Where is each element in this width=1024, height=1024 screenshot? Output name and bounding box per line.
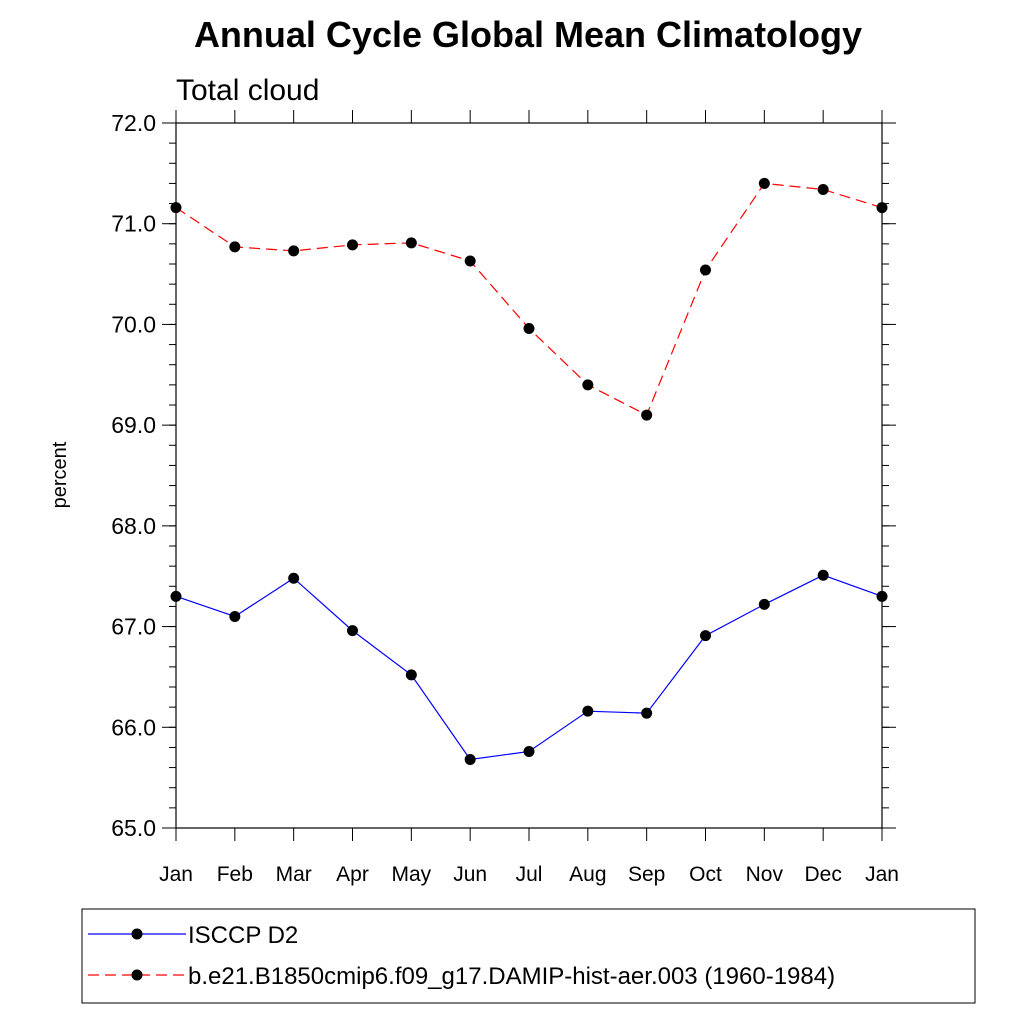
legend-label-1: ISCCP D2 [188, 922, 298, 949]
chart-title: Annual Cycle Global Mean Climatology [194, 14, 862, 55]
y-tick-label: 68.0 [111, 513, 156, 539]
data-point [700, 264, 711, 276]
data-point [641, 409, 653, 421]
plot-frame [175, 122, 883, 829]
x-tick-label: Sep [628, 863, 665, 886]
data-point [229, 611, 241, 622]
y-tick-label: 65.0 [111, 815, 156, 841]
data-point [405, 669, 417, 681]
data-point [288, 572, 300, 584]
series-line [175, 182, 883, 416]
data-point [229, 241, 241, 253]
series-line [175, 574, 883, 761]
legend: ISCCP D2 b.e21.B1850cmip6.f09_g17.DAMIP-h… [88, 922, 835, 990]
data-point [582, 705, 594, 717]
data-point [347, 625, 358, 637]
chart-subtitle: Total cloud [176, 74, 319, 107]
data-point [523, 745, 535, 757]
y-tick-label: 67.0 [111, 614, 156, 640]
x-tick-label: Oct [689, 863, 722, 886]
y-axis-label: percent [49, 441, 71, 508]
data-point [817, 569, 829, 581]
x-tick-label: Apr [336, 863, 369, 886]
x-tick-label: Dec [804, 863, 841, 886]
data-point [700, 630, 711, 642]
y-tick-label: 72.0 [111, 110, 156, 136]
y-tick-label: 71.0 [111, 211, 156, 237]
x-tick-label: Feb [217, 863, 253, 886]
x-tick-label: May [391, 863, 431, 886]
y-tick-labels: 65.0 66.0 67.0 68.0 69.0 70.0 71.0 72.0 [111, 110, 156, 841]
data-point [288, 245, 300, 257]
y-tick-label: 70.0 [111, 311, 156, 337]
data-point [523, 322, 535, 334]
y-tick-label: 66.0 [111, 714, 156, 740]
data-point [817, 183, 829, 195]
y-tick-label: 69.0 [111, 412, 156, 438]
legend-box [81, 908, 976, 1004]
data-point [170, 590, 182, 602]
x-tick-label: Aug [569, 863, 606, 886]
data-point [758, 598, 770, 610]
data-point [170, 202, 182, 214]
data-point [464, 754, 476, 766]
data-point [876, 202, 888, 214]
series-2 [170, 177, 888, 421]
x-tick-label: Nov [746, 863, 784, 886]
series-layer [170, 177, 888, 766]
data-point [405, 237, 417, 249]
data-point [582, 379, 594, 391]
x-tick-label: Jun [453, 863, 487, 886]
series-1 [170, 569, 888, 766]
x-tick-labels: Jan Feb Mar Apr May Jun Jul Aug Sep Oct Nov Dec Jan [159, 863, 899, 886]
x-tick-label: Jul [516, 863, 543, 886]
data-point [347, 239, 358, 251]
x-tick-label: Jan [159, 863, 193, 886]
data-point [876, 590, 888, 602]
data-point [758, 177, 770, 189]
legend-marker-2 [131, 969, 143, 981]
x-tick-label: Jan [865, 863, 899, 886]
tick-marks [162, 110, 896, 841]
legend-marker-1 [131, 928, 143, 940]
data-point [641, 707, 653, 719]
legend-label-2: b.e21.B1850cmip6.f09_g17.DAMIP-hist-aer.… [188, 963, 835, 990]
x-tick-label: Mar [276, 863, 312, 886]
data-point [464, 255, 476, 267]
